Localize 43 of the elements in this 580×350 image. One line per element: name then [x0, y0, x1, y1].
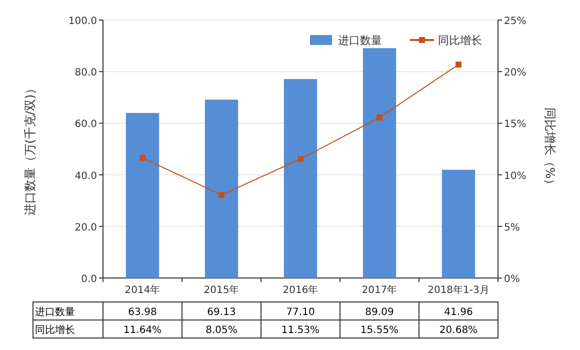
text: 进口数量 [35, 307, 75, 318]
x-tick-label: 2015年 [204, 284, 240, 296]
data-label: 20.68% [439, 325, 478, 336]
point [376, 114, 382, 121]
y-tick-label: 0.0 [81, 274, 97, 285]
y2-tick-label: 10% [504, 170, 526, 182]
point [298, 156, 304, 162]
x-tick-label: 2016年 [282, 284, 318, 296]
y2-tick-label: 0% [504, 274, 520, 285]
y-tick-label: 100.0 [68, 16, 97, 27]
y-tick-label: 20.0 [74, 222, 97, 234]
x-tick-label: 2014年 [124, 284, 160, 296]
data-label: 77.10 [286, 307, 315, 318]
data-label: 11.53% [281, 325, 320, 336]
y2-tick-label: 25% [504, 16, 526, 27]
x-tick-label: 2017年 [362, 284, 398, 296]
y2-tick-label: 20% [504, 68, 526, 79]
point [140, 154, 146, 161]
data-label: 63.98 [128, 307, 157, 318]
legend-label: 进口数量 [338, 34, 382, 47]
text: 同比增长 [35, 325, 75, 336]
y2-axis-title: 同比增长（%） [543, 107, 557, 191]
bar [442, 170, 476, 278]
y-tick-label: 40.0 [74, 170, 97, 182]
bar [284, 79, 318, 278]
y2-tick-label: 15% [504, 119, 526, 130]
y-tick-label: 80.0 [74, 68, 97, 79]
data-label: 15.55% [360, 325, 399, 336]
bar [126, 112, 160, 278]
legend-label: 同比增长 [438, 34, 482, 47]
y-axis-title: 进口数量（万(千克/双)） [23, 82, 37, 216]
y2-tick-label: 5% [504, 222, 520, 234]
data-label: 11.64% [123, 325, 162, 336]
bar [362, 48, 396, 278]
y-tick-label: 60.0 [74, 119, 97, 130]
bar [204, 100, 238, 278]
data-label: 41.96 [444, 307, 473, 318]
data-label: 69.13 [207, 307, 236, 318]
data-label: 8.05% [206, 325, 238, 336]
point [456, 62, 462, 68]
point [218, 192, 224, 198]
data-label: 89.09 [365, 307, 394, 318]
x-tick-label: 2018年1-3月 [428, 284, 490, 296]
